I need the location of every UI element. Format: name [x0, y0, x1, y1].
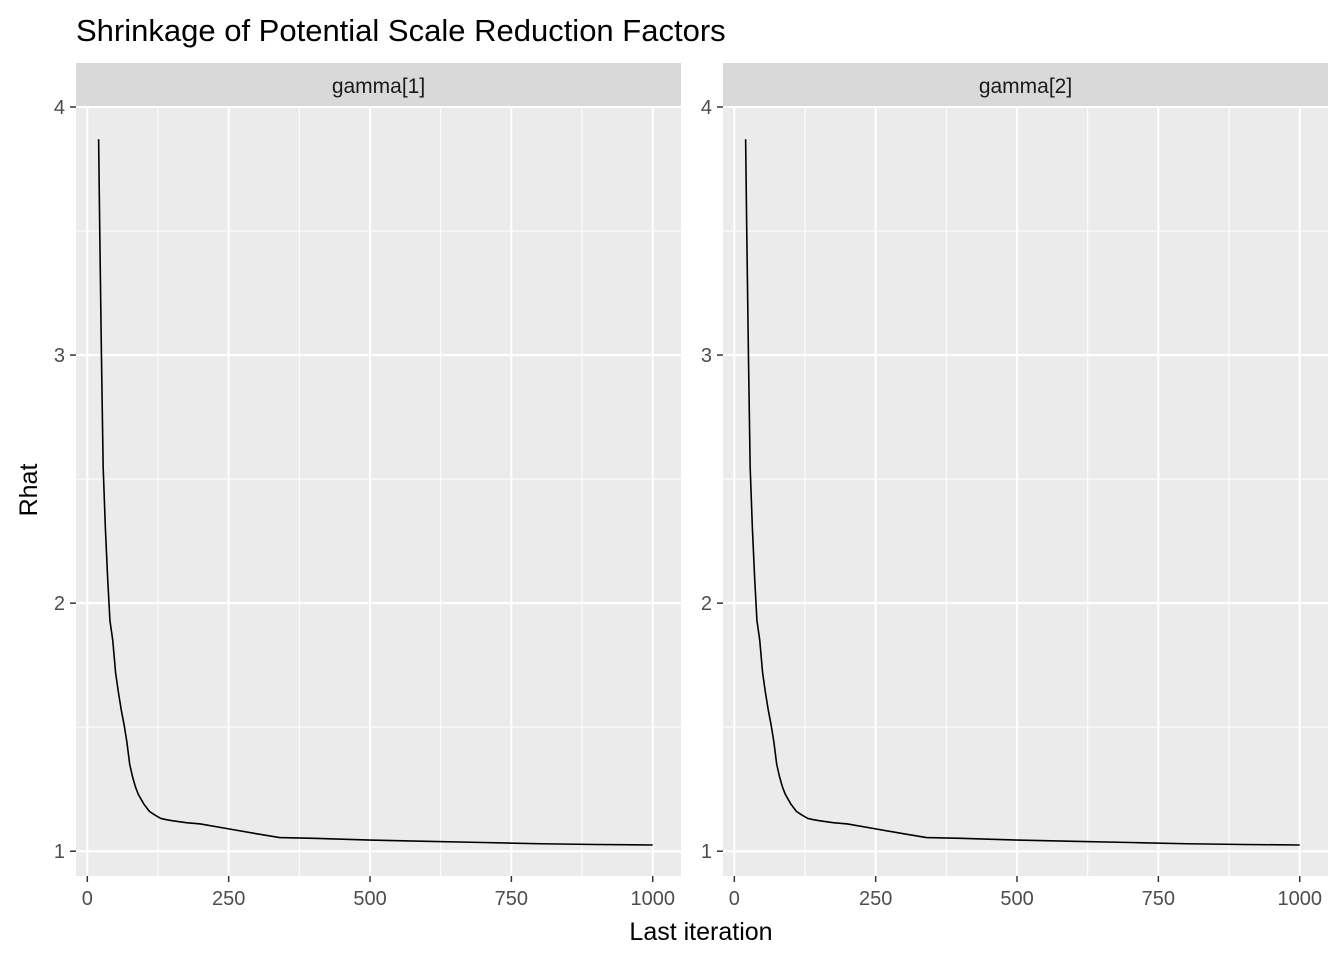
rhat-series-line: [744, 139, 1300, 846]
y-tick-label: 1: [54, 841, 65, 863]
facet-panel-1: gamma[1] 0 250 500 750 1000 1 2 3 4: [54, 63, 681, 910]
x-tick-label: 750: [1142, 888, 1175, 910]
y-axis-title: Rhat: [15, 464, 43, 517]
facet-strip-label: gamma[1]: [332, 75, 425, 98]
x-tick-label: 750: [495, 888, 528, 910]
plot-panel-background: [723, 107, 1328, 876]
y-tick-label: 1: [701, 841, 712, 863]
x-tick-label: 500: [1000, 888, 1033, 910]
x-tick-label: 250: [859, 888, 892, 910]
y-tick-label: 2: [701, 593, 712, 615]
x-tick-label: 0: [729, 888, 740, 910]
facet-strip: [76, 63, 681, 107]
facet-panel-2: gamma[2] 0 250 500 750 1000 1 2 3 4: [701, 63, 1328, 910]
y-tick-label: 4: [701, 97, 712, 119]
x-tick-label: 250: [212, 888, 245, 910]
chart-title: Shrinkage of Potential Scale Reduction F…: [76, 13, 726, 48]
x-tick-label: 1000: [1277, 888, 1322, 910]
rhat-series-line: [97, 139, 653, 846]
y-tick-label: 4: [54, 97, 65, 119]
x-tick-label: 0: [82, 888, 93, 910]
facet-strip-label: gamma[2]: [979, 75, 1072, 98]
x-axis-title: Last iteration: [629, 918, 772, 946]
x-tick-label: 500: [353, 888, 386, 910]
plot-panel-background: [76, 107, 681, 876]
y-tick-label: 3: [701, 345, 712, 367]
facet-panels: gamma[1] 0 250 500 750 1000 1 2 3 4 gamma[2] 0 250 50…: [54, 63, 1328, 910]
y-tick-label: 3: [54, 345, 65, 367]
facet-strip: [723, 63, 1328, 107]
y-tick-label: 2: [54, 593, 65, 615]
x-tick-label: 1000: [630, 888, 675, 910]
